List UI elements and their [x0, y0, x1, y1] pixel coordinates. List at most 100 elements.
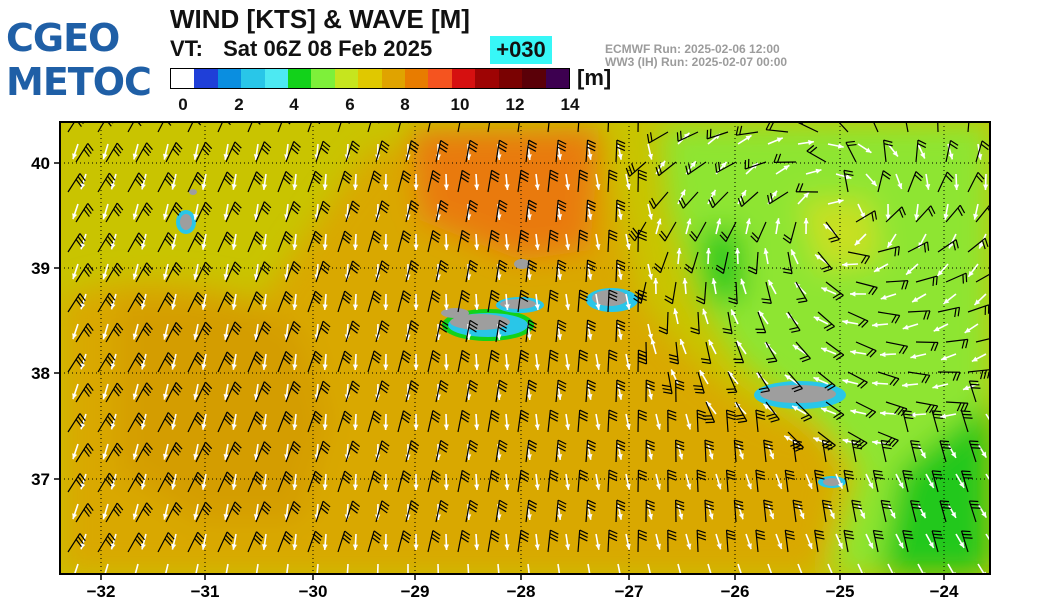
wind-wave-vector: [75, 203, 94, 250]
wind-wave-vector: [667, 469, 684, 520]
lead-time-badge: +030: [490, 36, 552, 64]
wind-wave-vector: [755, 469, 775, 520]
wind-wave-vector: [217, 351, 234, 400]
wind-wave-vector: [247, 471, 264, 520]
wind-wave-vector: [217, 471, 234, 520]
wind-wave-vector: [814, 469, 836, 520]
wind-wave-vector: [405, 140, 420, 191]
wind-wave-vector: [820, 341, 845, 361]
wind-wave-vector: [157, 412, 175, 460]
wind-wave-vector: [435, 200, 449, 251]
wind-wave-vector: [247, 411, 264, 460]
wind-wave-vector: [849, 281, 878, 297]
wind-wave-vector: [127, 472, 146, 520]
wind-wave-vector: [225, 501, 242, 550]
wind-wave-vector: [195, 381, 213, 430]
wind-wave-vector: [495, 379, 510, 431]
wind-wave-vector: [135, 322, 153, 370]
wind-wave-vector: [547, 349, 563, 400]
wind-wave-vector: [773, 153, 822, 175]
wave-height-field: [60, 122, 990, 574]
wind-wave-vector: [465, 259, 480, 311]
wind-wave-vector: [547, 409, 563, 460]
wind-wave-vector: [555, 199, 571, 250]
wind-wave-vector: [664, 277, 688, 305]
wind-wave-vector: [615, 139, 631, 190]
wind-wave-vector: [157, 532, 175, 574]
wind-wave-vector: [797, 122, 844, 149]
wind-wave-vector: [285, 260, 301, 310]
wind-wave-vector: [872, 431, 899, 448]
wind-wave-vector: [75, 443, 94, 490]
wind-wave-vector: [960, 410, 988, 459]
wind-wave-vector: [555, 259, 571, 310]
wind-wave-vector: [345, 440, 361, 491]
wind-wave-vector: [968, 440, 990, 485]
wind-wave-vector: [585, 379, 601, 430]
wind-wave-vector: [879, 401, 908, 417]
colorbar-segment: [451, 69, 476, 88]
wind-wave-vector: [932, 371, 961, 390]
colorbar-segment: [217, 69, 242, 88]
wind-wave-vector: [909, 500, 935, 549]
wind-wave-vector: [942, 272, 968, 305]
wind-wave-vector: [821, 499, 844, 549]
wind-wave-vector: [792, 341, 811, 363]
wind-wave-vector: [165, 382, 183, 430]
wind-wave-vector: [843, 169, 866, 219]
wind-wave-vector: [785, 311, 801, 333]
wind-wave-vector: [187, 411, 205, 460]
colorbar-tick-label: 4: [289, 95, 299, 114]
colorbar-segment: [334, 69, 359, 88]
wind-wave-vector: [75, 143, 94, 190]
wind-wave-vector: [345, 500, 361, 551]
wind-wave-vector: [792, 499, 813, 550]
wind-wave-vector: [555, 319, 571, 370]
wind-wave-vector: [435, 260, 449, 311]
wind-wave-vector: [872, 529, 896, 574]
wind-wave-vector: [967, 237, 989, 278]
wind-wave-vector: [767, 191, 810, 205]
wind-wave-vector: [97, 532, 116, 574]
wind-wave-vector: [217, 411, 234, 460]
wind-wave-vector: [285, 500, 301, 550]
wind-wave-vector: [405, 500, 420, 551]
wind-wave-vector: [97, 472, 116, 520]
run-info-ww3: WW3 (IH) Run: 2025-02-07 00:00: [605, 55, 788, 69]
wind-wave-vector: [791, 401, 813, 422]
colorbar-segment: [358, 69, 382, 88]
colorbar-tick-label: 0: [178, 95, 188, 114]
wind-wave-vector: [67, 293, 86, 340]
wind-wave-vector: [345, 320, 361, 371]
wind-wave-vector: [75, 383, 94, 430]
wind-wave-vector: [187, 531, 205, 574]
wind-wave-vector: [397, 470, 412, 521]
wind-wave-vector: [684, 247, 712, 274]
wind-wave-vector: [585, 139, 601, 190]
wind-wave-vector: [653, 247, 682, 274]
longitude-tick-label: −31: [191, 582, 220, 601]
wind-wave-vector: [667, 529, 684, 574]
wind-wave-vector: [97, 352, 116, 400]
wind-wave-vector: [495, 499, 510, 551]
wind-wave-vector: [547, 469, 563, 520]
latitude-tick-label: 38: [31, 364, 50, 383]
wind-wave-vector: [585, 319, 601, 370]
wind-wave-vector: [915, 139, 931, 190]
wind-wave-vector: [909, 440, 935, 489]
wind-wave-vector: [960, 530, 986, 574]
latitude-tick-label: 39: [31, 259, 50, 278]
wind-wave-vector: [821, 439, 844, 489]
wind-wave-vector: [397, 530, 412, 574]
valid-time-row: VT: Sat 06Z 08 Feb 2025: [170, 36, 432, 62]
wind-wave-vector: [135, 502, 153, 550]
wind-wave-vector: [615, 379, 631, 430]
wind-wave-vector: [607, 169, 623, 220]
colorbar-segment: [241, 69, 265, 88]
wind-wave-vector: [911, 275, 938, 303]
wind-wave-vector: [696, 529, 714, 574]
wind-wave-vector: [851, 499, 874, 549]
wind-wave-vector: [487, 289, 502, 341]
wind-wave-vector: [975, 140, 990, 191]
wind-wave-vector: [814, 251, 833, 273]
